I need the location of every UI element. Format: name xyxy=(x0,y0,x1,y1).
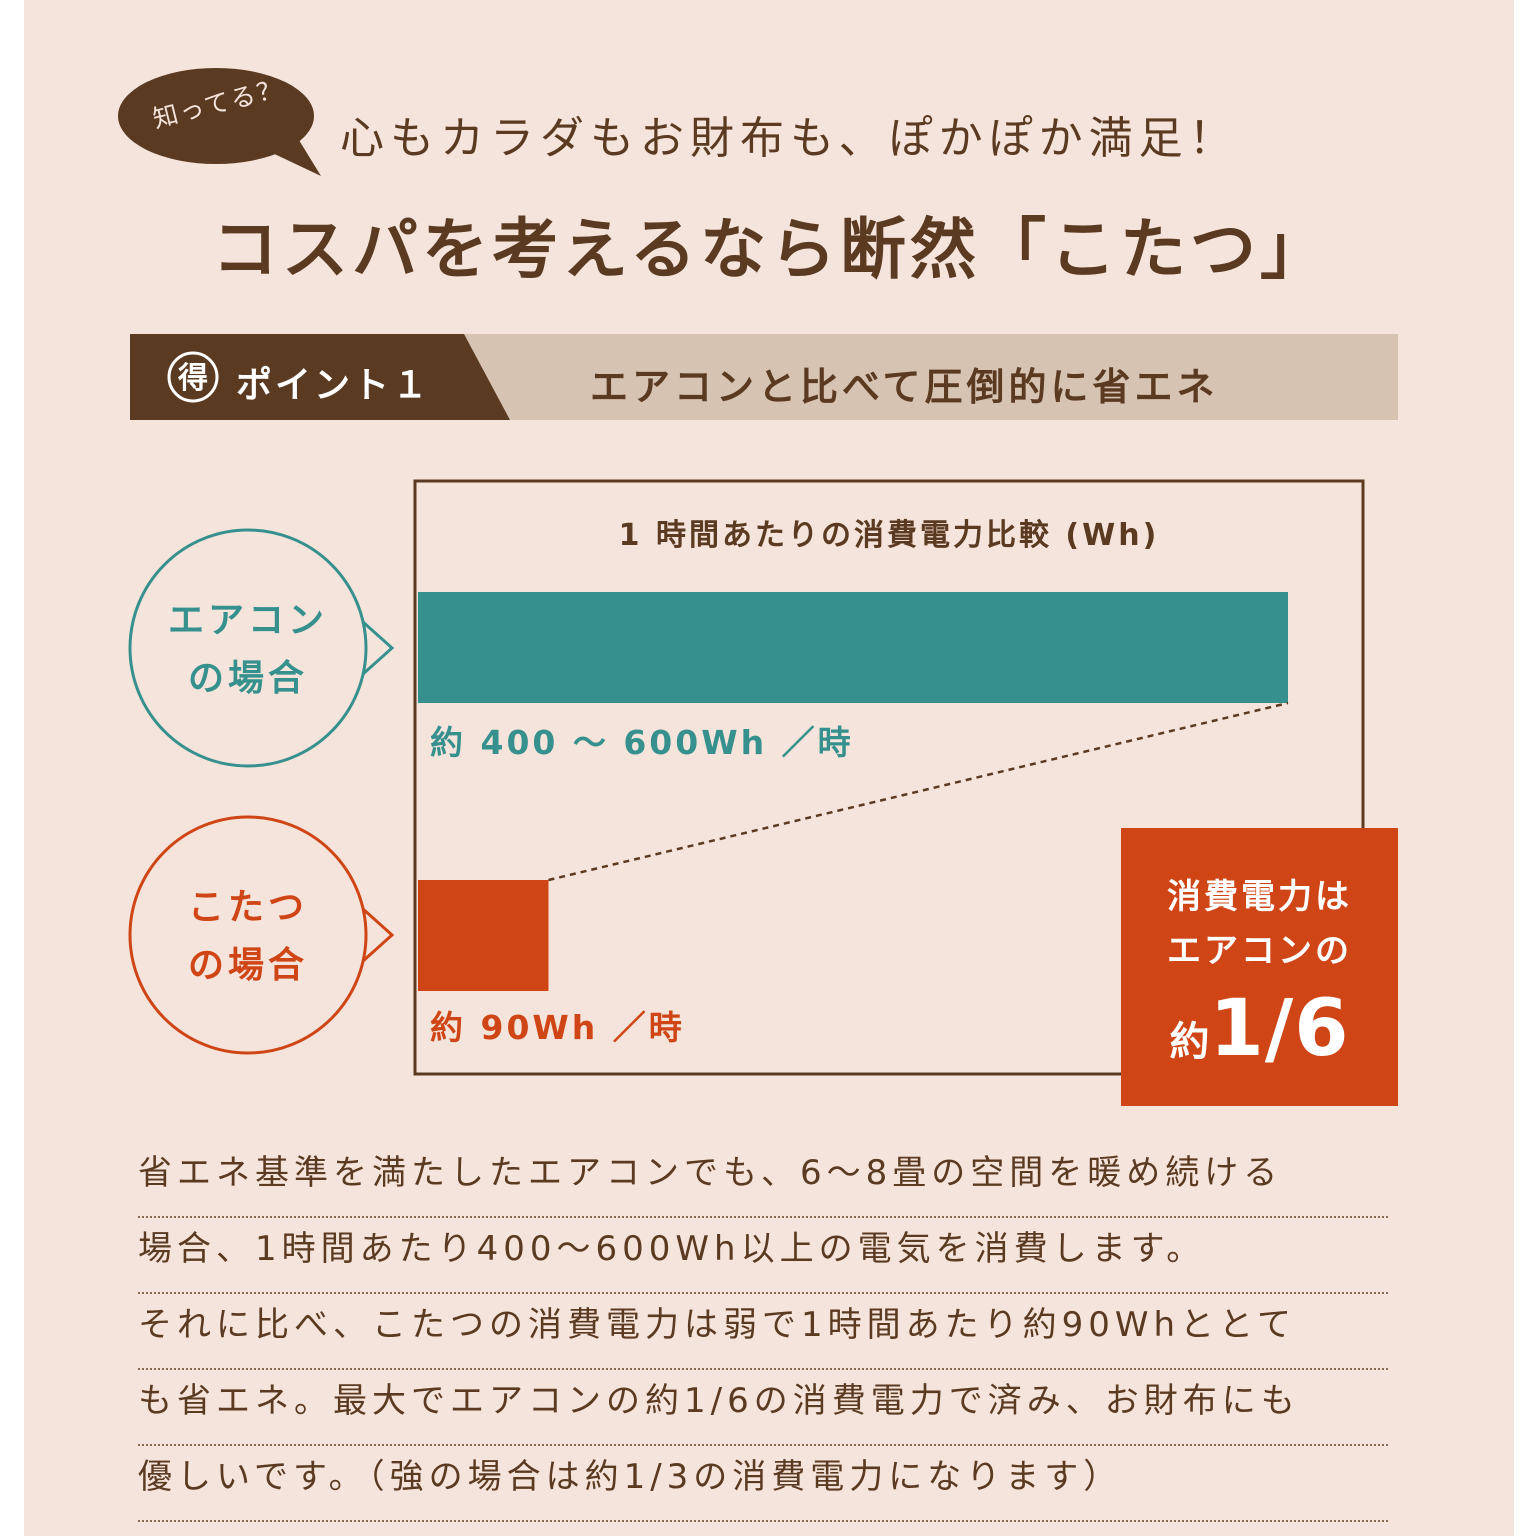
kotatsu-label: こたつ の場合 xyxy=(148,879,348,995)
description-line: 優しいです。（強の場合は約1/3の消費電力になります） xyxy=(138,1446,1388,1522)
description-line: 場合、1時間あたり400～600Wh以上の電気を消費します。 xyxy=(138,1218,1388,1294)
toku-char: 得 xyxy=(177,361,208,396)
aircon-label-line1: エアコン xyxy=(167,600,328,641)
aircon-label-line2: の場合 xyxy=(187,658,308,699)
kotatsu-label-line1: こたつ xyxy=(187,887,308,928)
result-fraction: 1/6 xyxy=(1209,984,1350,1074)
description-line: 省エネ基準を満たしたエアコンでも、6～8畳の空間を暖め続ける xyxy=(138,1142,1388,1218)
result-ratio: 約1/6 xyxy=(1121,984,1398,1074)
aircon-label: エアコン の場合 xyxy=(148,592,348,708)
result-line1: 消費電力は xyxy=(1167,877,1352,917)
chart-title: 1 時間あたりの消費電力比較 (Wh) xyxy=(618,518,1160,553)
point-banner xyxy=(130,334,1398,420)
description: 省エネ基準を満たしたエアコンでも、6～8畳の空間を暖め続ける 場合、1時間あたり… xyxy=(138,1142,1388,1522)
aircon-circle xyxy=(128,528,368,768)
result-box: 消費電力は エアコンの 約1/6 xyxy=(1121,828,1398,1106)
chart-frame xyxy=(413,479,1365,1076)
point-title: エアコンと比べて圧倒的に省エネ xyxy=(590,365,1219,409)
result-line2: エアコンの xyxy=(1167,931,1352,971)
bar-aircon xyxy=(418,592,1288,703)
result-prefix: 約 xyxy=(1169,1019,1210,1065)
description-line: それに比べ、こたつの消費電力は弱で1時間あたり約90Whととて xyxy=(138,1294,1388,1370)
comparison-connector-line xyxy=(548,701,1289,882)
speech-bubble xyxy=(118,68,321,176)
aircon-value-label: 約 400 ～ 600Wh ／時 xyxy=(430,723,854,762)
point-label: ポイント１ xyxy=(236,365,432,406)
kotatsu-value-label: 約 90Wh ／時 xyxy=(430,1008,685,1047)
tagline: 心もカラダもお財布も、ぽかぽか満足！ xyxy=(340,113,1239,164)
headline: コスパを考えるなら断然「こたつ」 xyxy=(212,211,1331,288)
content-panel xyxy=(24,0,1514,1536)
kotatsu-pointer xyxy=(361,907,395,963)
aircon-pointer xyxy=(361,620,395,676)
kotatsu-circle xyxy=(128,815,368,1055)
description-line: も省エネ。最大でエアコンの約1/6の消費電力で済み、お財布にも xyxy=(138,1370,1388,1446)
kotatsu-label-line2: の場合 xyxy=(187,945,308,986)
bar-kotatsu xyxy=(418,880,549,991)
toku-badge-icon: 得 xyxy=(167,351,219,403)
